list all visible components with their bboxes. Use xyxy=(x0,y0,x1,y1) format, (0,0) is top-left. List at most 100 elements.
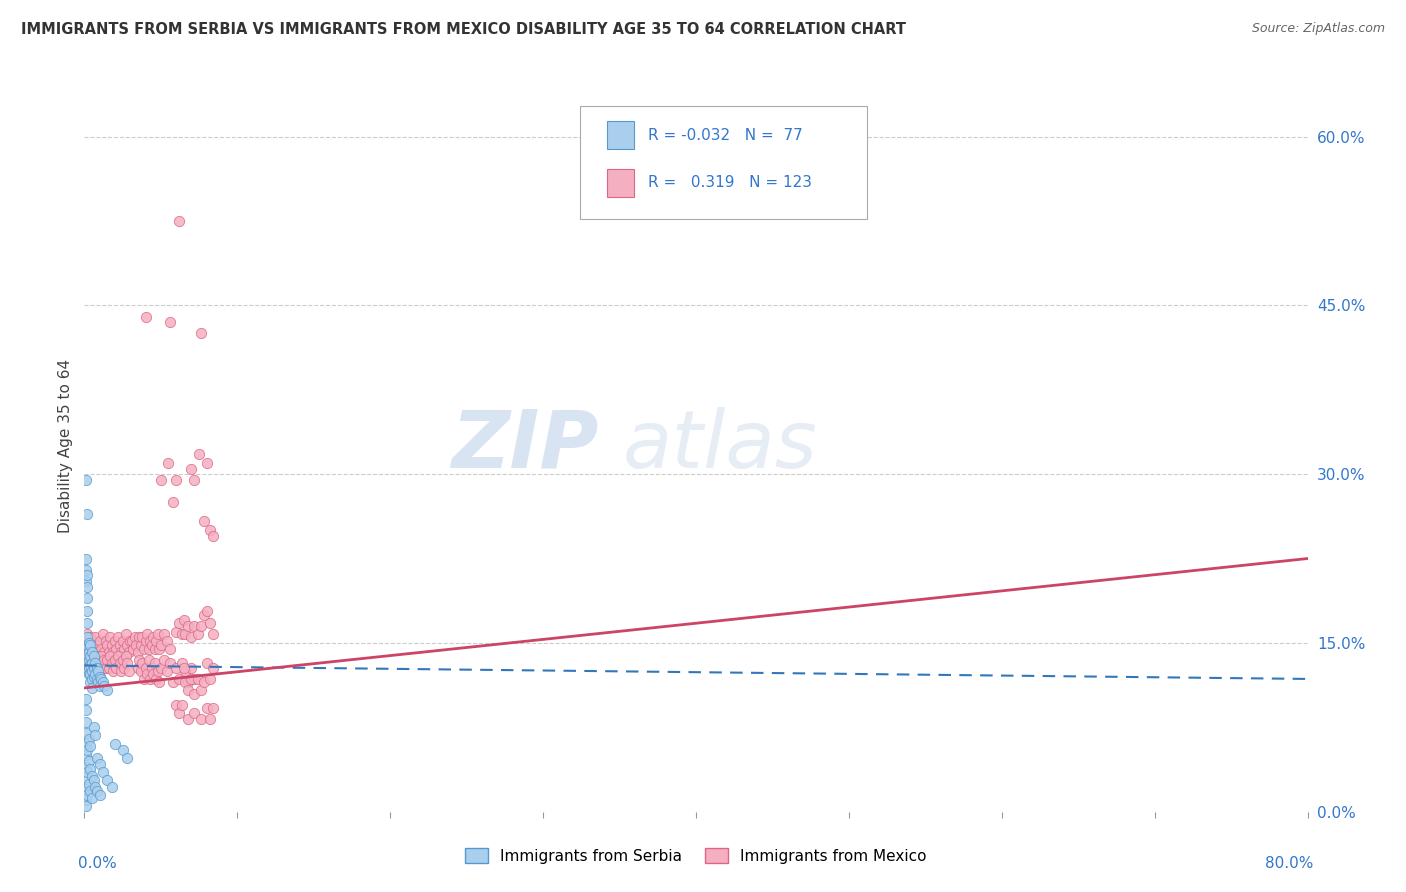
Point xyxy=(165,624,187,639)
Point xyxy=(75,737,97,751)
Point xyxy=(145,633,167,648)
Point xyxy=(80,681,103,695)
Point xyxy=(104,737,127,751)
Point xyxy=(75,574,97,588)
Point xyxy=(183,473,205,487)
Point xyxy=(79,656,101,670)
Point xyxy=(172,627,194,641)
Point xyxy=(129,664,152,678)
Point xyxy=(122,641,145,656)
Point xyxy=(76,638,98,652)
Point xyxy=(75,692,97,706)
Point xyxy=(173,614,195,628)
Point xyxy=(80,769,103,783)
Point xyxy=(110,645,132,659)
Point xyxy=(96,773,118,788)
Point xyxy=(162,675,184,690)
Point xyxy=(79,658,101,673)
Point xyxy=(131,656,153,670)
Point xyxy=(80,791,103,805)
Point xyxy=(174,675,197,690)
FancyBboxPatch shape xyxy=(579,106,868,219)
Point xyxy=(139,633,162,648)
Point xyxy=(76,630,98,644)
Point xyxy=(79,667,101,681)
Point xyxy=(128,653,150,667)
Point xyxy=(84,780,107,794)
Point xyxy=(98,630,121,644)
Point xyxy=(201,661,224,675)
Point xyxy=(76,604,98,618)
Point xyxy=(103,664,125,678)
Point xyxy=(83,773,105,788)
Point xyxy=(146,664,169,678)
Point xyxy=(77,661,100,675)
Point xyxy=(139,672,162,686)
Point xyxy=(77,649,100,664)
Point xyxy=(98,649,121,664)
Point xyxy=(77,645,100,659)
Point xyxy=(103,645,125,659)
Point xyxy=(80,645,103,659)
Point xyxy=(101,780,124,794)
Text: ZIP: ZIP xyxy=(451,407,598,485)
Point xyxy=(143,656,166,670)
Point xyxy=(75,638,97,652)
Point xyxy=(198,615,221,630)
Point xyxy=(105,661,128,675)
Point xyxy=(195,656,218,670)
Point xyxy=(110,664,132,678)
Point xyxy=(86,672,108,686)
Point xyxy=(186,672,208,686)
Point xyxy=(79,675,101,690)
Point xyxy=(75,799,97,814)
Point xyxy=(183,687,205,701)
Point xyxy=(138,653,160,667)
Point xyxy=(127,661,149,675)
Point xyxy=(87,645,110,659)
Y-axis label: Disability Age 35 to 64: Disability Age 35 to 64 xyxy=(58,359,73,533)
Point xyxy=(131,630,153,644)
Point xyxy=(159,315,181,329)
Point xyxy=(75,563,97,577)
Point xyxy=(173,661,195,675)
Point xyxy=(153,653,176,667)
Point xyxy=(177,675,200,690)
Point xyxy=(86,661,108,675)
Point xyxy=(188,447,211,461)
Point xyxy=(141,638,163,652)
Point xyxy=(84,667,107,681)
Point xyxy=(177,683,200,698)
Point xyxy=(75,473,97,487)
Point xyxy=(105,641,128,656)
Point xyxy=(75,782,97,797)
Point xyxy=(75,748,97,763)
Point xyxy=(195,604,218,618)
Point xyxy=(91,661,114,675)
Point xyxy=(79,762,101,776)
Point xyxy=(165,473,187,487)
Point xyxy=(79,630,101,644)
Point xyxy=(135,661,157,675)
Point xyxy=(172,698,194,712)
Point xyxy=(87,656,110,670)
Point xyxy=(83,720,105,734)
Point xyxy=(162,495,184,509)
Point xyxy=(114,649,136,664)
Point xyxy=(96,638,118,652)
Point xyxy=(104,653,127,667)
Point xyxy=(80,638,103,652)
Point xyxy=(75,760,97,774)
Point xyxy=(77,731,100,746)
Point xyxy=(153,627,176,641)
Text: atlas: atlas xyxy=(623,407,817,485)
Point xyxy=(190,683,212,698)
Point xyxy=(80,656,103,670)
Text: Source: ZipAtlas.com: Source: ZipAtlas.com xyxy=(1251,22,1385,36)
Point xyxy=(76,743,98,757)
Point xyxy=(90,649,112,664)
Point xyxy=(83,649,105,664)
Point xyxy=(183,619,205,633)
Point xyxy=(97,661,120,675)
Point xyxy=(86,649,108,664)
